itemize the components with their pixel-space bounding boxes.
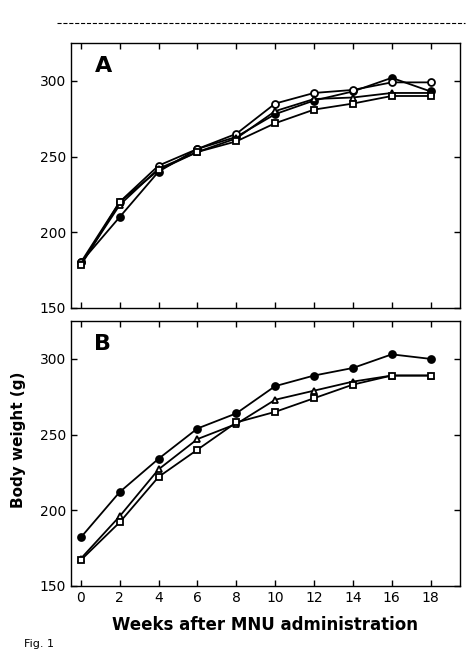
Text: A: A [94, 56, 112, 76]
Text: Body weight (g): Body weight (g) [11, 372, 27, 508]
X-axis label: Weeks after MNU administration: Weeks after MNU administration [112, 616, 419, 634]
Text: B: B [94, 334, 111, 354]
Text: Fig. 1: Fig. 1 [24, 639, 54, 649]
